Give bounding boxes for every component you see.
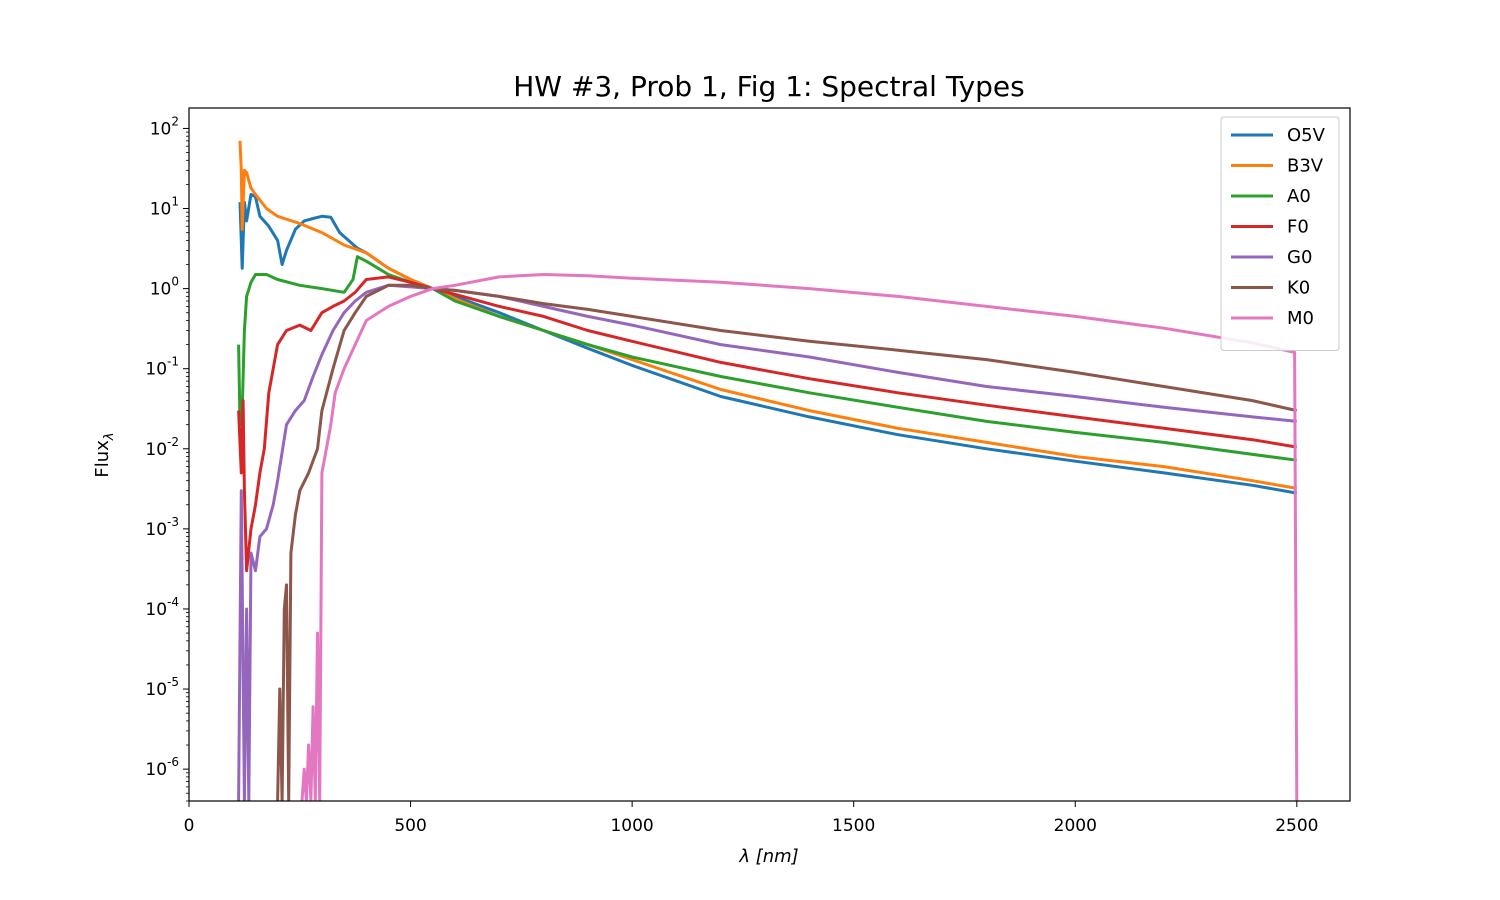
legend-label: F0 [1287, 217, 1309, 238]
y-tick-label: 10-1 [145, 355, 179, 380]
plot-frame [188, 107, 1351, 802]
series-line-g0 [237, 283, 1297, 801]
y-tick-label: 10-4 [145, 595, 179, 620]
legend-label: G0 [1287, 247, 1312, 268]
x-tick-label: 1000 [610, 816, 653, 836]
x-tick-label: 500 [394, 816, 426, 836]
x-axis: 0 500 1000 1500 2000 2500 [184, 801, 1318, 836]
x-tick-label: 0 [184, 816, 195, 836]
series-line-b3v [238, 140, 1298, 490]
legend-label: B3V [1287, 156, 1324, 177]
legend-label: A0 [1287, 186, 1311, 207]
legend-label: M0 [1287, 308, 1314, 329]
legend-box [1220, 116, 1340, 351]
y-tick-label: 10-3 [145, 515, 179, 540]
y-tick-label: 101 [150, 195, 179, 220]
x-tick-label: 2000 [1054, 816, 1097, 836]
series-line-a0 [237, 255, 1297, 462]
legend: O5V B3V A0 F0 G0 K0 M0 [1220, 116, 1340, 351]
y-tick-label: 10-5 [145, 675, 179, 700]
y-tick-label: 100 [150, 275, 179, 300]
series-line-k0 [276, 283, 1298, 801]
x-tick-label: 1500 [832, 816, 875, 836]
legend-label: O5V [1287, 125, 1326, 146]
x-tick-label: 2500 [1275, 816, 1318, 836]
y-axis-label: Fluxλ [92, 432, 117, 477]
series-line-m0 [300, 273, 1299, 801]
y-axis: 10-6 10-5 10-4 10-3 10-2 10-1 100 101 102 [145, 114, 189, 802]
x-axis-label: λ [nm] [738, 846, 798, 867]
y-tick-label: 102 [150, 114, 179, 139]
series-line-f0 [237, 275, 1298, 573]
y-tick-label: 10-6 [145, 755, 179, 780]
series-line-o5v [238, 192, 1298, 495]
chart-title: HW #3, Prob 1, Fig 1: Spectral Types [513, 70, 1025, 103]
y-tick-label: 10-2 [145, 435, 179, 460]
legend-label: K0 [1287, 278, 1310, 299]
series-group [237, 140, 1299, 801]
